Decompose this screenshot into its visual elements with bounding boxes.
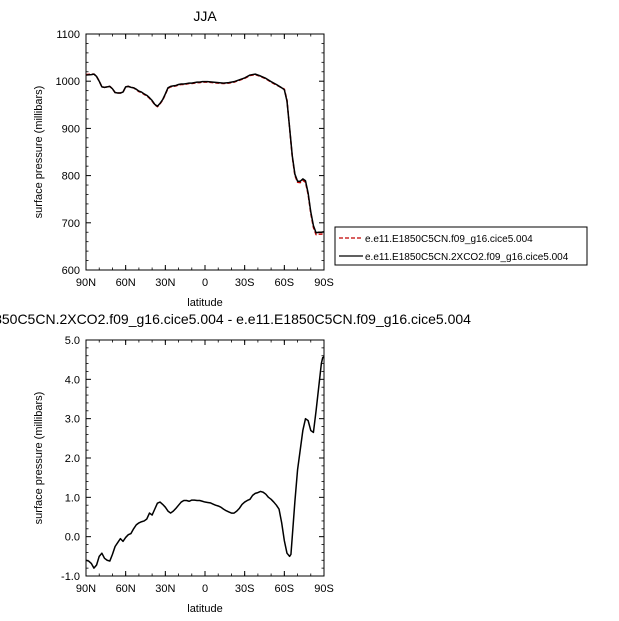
top-y-ticks: 600 700 800 900 1000 1100 — [56, 29, 324, 277]
bottom-y-tick-label: 2.0 — [65, 453, 80, 465]
legend-box — [334, 226, 588, 266]
top-x-tick-label: 30N — [155, 277, 175, 289]
bottom-x-tick-label: 30S — [235, 583, 255, 595]
bottom-x-tick-label: 60N — [116, 583, 136, 595]
top-panel: JJA 90N 60N 30N 0 30S 60S 90S 600 700 800 900 1000… — [33, 8, 334, 309]
top-y-tick-label: 800 — [62, 171, 80, 183]
top-y-axis-label: surface pressure (millibars) — [33, 86, 45, 219]
top-x-tick-label: 30S — [235, 277, 255, 289]
bottom-x-ticks: 90N 60N 30N 0 30S 60S 90S — [76, 340, 334, 595]
top-series-line-0 — [85, 73, 325, 236]
top-x-tick-label: 90N — [76, 277, 96, 289]
bottom-series-line-0 — [85, 355, 325, 569]
top-x-ticks: 90N 60N 30N 0 30S 60S 90S — [76, 34, 334, 289]
bottom-y-tick-label: 0.0 — [65, 532, 80, 544]
top-y-tick-label: 700 — [62, 218, 80, 230]
legend-label-control: e.e11.E1850C5CN.f09_g16.cice5.004 — [365, 234, 533, 245]
top-y-tick-label: 900 — [62, 123, 80, 135]
top-y-tick-label: 600 — [62, 265, 80, 277]
bottom-x-tick-label: 0 — [202, 583, 208, 595]
bottom-y-tick-label: 3.0 — [65, 414, 80, 426]
top-plot-frame — [85, 33, 325, 271]
top-x-tick-label: 60N — [116, 277, 136, 289]
bottom-x-tick-label: 90S — [314, 583, 334, 595]
bottom-x-axis-label: latitude — [187, 603, 222, 615]
bottom-panel: e.e11.E1850C5CN.2XCO2.f09_g16.cice5.004 … — [0, 311, 471, 615]
bottom-x-tick-label: 60S — [275, 583, 295, 595]
top-chart-title: JJA — [193, 8, 217, 24]
top-x-tick-label: 0 — [202, 277, 208, 289]
bottom-y-tick-label: -1.0 — [61, 571, 80, 583]
bottom-x-tick-label: 90N — [76, 583, 96, 595]
top-series-line-1 — [85, 73, 325, 234]
bottom-y-tick-label: 4.0 — [65, 374, 80, 386]
top-x-tick-label: 90S — [314, 277, 334, 289]
top-y-tick-label: 1100 — [56, 29, 80, 41]
top-series-lines — [85, 73, 325, 236]
bottom-series-lines — [85, 355, 325, 569]
bottom-y-tick-label: 5.0 — [65, 335, 80, 347]
bottom-y-tick-label: 1.0 — [65, 492, 80, 504]
top-x-axis-label: latitude — [187, 297, 222, 309]
bottom-y-ticks: -1.0 0.0 1.0 2.0 3.0 4.0 5.0 — [61, 335, 324, 583]
bottom-chart-title: e.e11.E1850C5CN.2XCO2.f09_g16.cice5.004 … — [0, 311, 471, 327]
legend-label-2xco2: e.e11.E1850C5CN.2XCO2.f09_g16.cice5.004 — [365, 252, 569, 263]
bottom-y-axis-label: surface pressure (millibars) — [33, 392, 45, 525]
top-x-tick-label: 60S — [275, 277, 295, 289]
legend: e.e11.E1850C5CN.f09_g16.cice5.004 e.e11.… — [334, 226, 588, 266]
top-y-tick-label: 1000 — [56, 76, 80, 88]
bottom-x-tick-label: 30N — [155, 583, 175, 595]
